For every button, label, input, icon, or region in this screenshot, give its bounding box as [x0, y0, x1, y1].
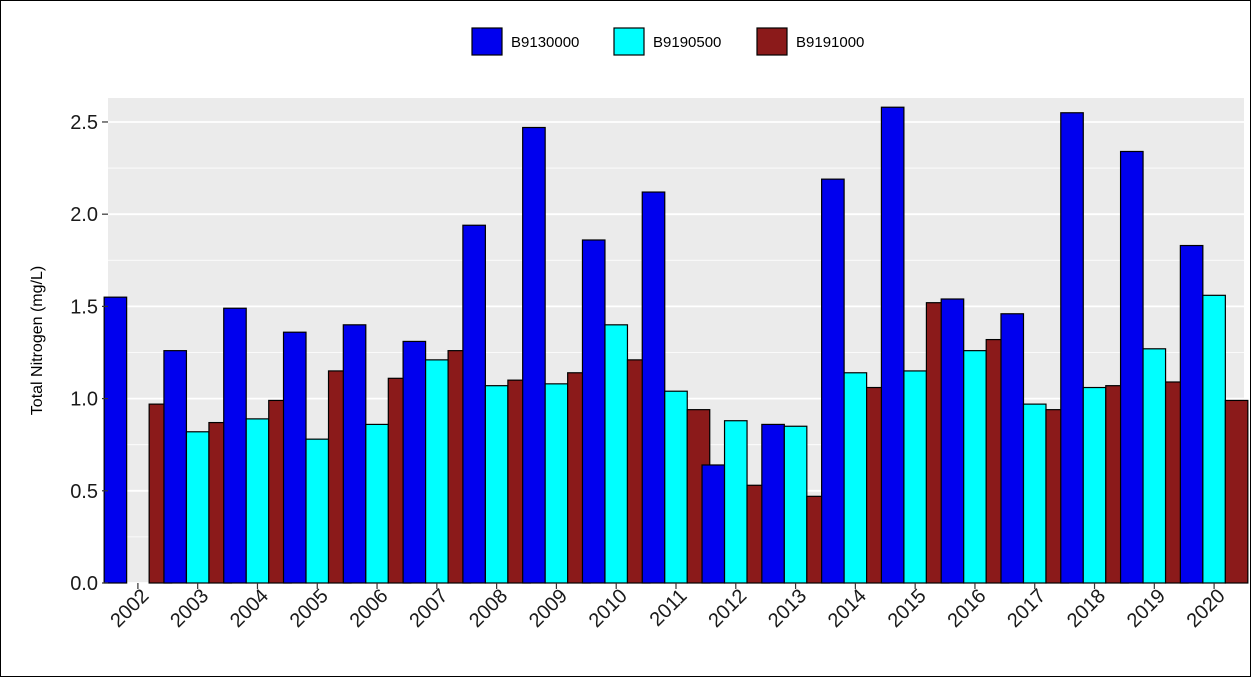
bar-B9130000-2017: [1000, 313, 1025, 584]
x-tick-label: 2015: [884, 585, 931, 632]
y-tick-label: 1.0: [70, 389, 98, 411]
legend-label-B9190500: B9190500: [653, 34, 721, 51]
bar-B9190500-2011: [664, 390, 688, 584]
bar-B9130000-2011: [641, 191, 666, 584]
y-tick-label: 2.5: [70, 112, 98, 134]
bar-B9190500-2010: [604, 324, 629, 584]
legend-label-B9191000: B9191000: [796, 34, 864, 51]
x-tick-label: 2011: [646, 585, 692, 631]
bar-B9130000-2006: [342, 324, 367, 584]
bar-B9190500-2016: [963, 350, 987, 584]
bar-B9190500-2020: [1202, 294, 1226, 584]
bar-B9190500-2015: [903, 370, 928, 584]
bar-B9190500-2013: [783, 425, 808, 584]
bar-B9130000-2018: [1060, 112, 1084, 584]
y-tick-label: 1.5: [70, 296, 98, 318]
y-tick-label: 2.0: [70, 204, 98, 226]
bar-B9130000-2016: [940, 298, 965, 584]
bar-B9190500-2007: [424, 359, 449, 584]
bar-B9130000-2020: [1179, 244, 1204, 584]
bar-B9130000-2013: [761, 423, 785, 584]
bar-B9130000-2009: [522, 126, 546, 584]
bar-B9130000-2012: [701, 464, 726, 584]
x-tick-label: 2005: [286, 585, 333, 632]
legend-label-B9130000: B9130000: [511, 34, 579, 51]
x-tick-label: 2007: [405, 585, 452, 632]
bar-B9191000-2020: [1224, 399, 1249, 584]
x-tick-label: 2020: [1183, 585, 1230, 632]
x-tick-label: 2010: [585, 585, 632, 632]
bar-B9130000-2014: [821, 178, 845, 584]
x-tick-label: 2006: [346, 585, 393, 632]
bar-B9190500-2014: [843, 372, 868, 584]
bar-B9190500-2005: [305, 438, 330, 584]
bars: [103, 106, 1249, 584]
bar-B9190500-2008: [484, 385, 509, 584]
legend-swatch-B9130000: [471, 27, 503, 56]
bar-B9130000-2004: [223, 307, 247, 584]
bar-B9190500-2009: [544, 383, 569, 584]
x-tick-label: 2013: [764, 585, 811, 632]
x-tick-label: 2002: [106, 585, 153, 632]
x-tick-label: 2017: [1003, 585, 1050, 632]
legend: B9130000 B9190500 B9191000: [471, 27, 864, 56]
bar-B9190500-2012: [723, 420, 748, 584]
legend-swatch-B9190500: [613, 27, 645, 56]
bar-B9190500-2004: [245, 418, 270, 584]
bar-B9130000-2015: [880, 106, 905, 584]
bar-B9190500-2003: [185, 431, 210, 584]
y-tick-label: 0.0: [70, 573, 98, 595]
y-tick-label: 0.5: [70, 481, 98, 503]
bar-B9130000-2003: [163, 350, 188, 584]
legend-swatch-B9191000: [756, 27, 788, 56]
bar-B9190500-2006: [365, 423, 389, 584]
bar-B9130000-2019: [1119, 150, 1144, 584]
x-tick-label: 2016: [943, 585, 990, 632]
bar-B9190500-2018: [1082, 386, 1107, 584]
x-tick-label: 2014: [824, 585, 871, 632]
bar-B9130000-2010: [581, 239, 606, 584]
bar-B9130000-2008: [462, 224, 486, 584]
x-tick-label: 2004: [226, 585, 273, 632]
y-axis-label: Total Nitrogen (mg/L): [29, 266, 46, 415]
x-tick-label: 2003: [166, 585, 213, 632]
bar-B9130000-2007: [402, 340, 427, 584]
x-tick-label: 2012: [704, 585, 751, 632]
x-tick-label: 2008: [465, 585, 512, 632]
x-tick-label: 2019: [1123, 585, 1170, 632]
bar-B9130000-2005: [282, 331, 307, 584]
x-tick-label: 2009: [525, 585, 572, 632]
bar-B9130000-2002: [103, 296, 128, 584]
x-tick-label: 2018: [1063, 585, 1110, 632]
bar-B9190500-2017: [1022, 403, 1047, 584]
bar-B9190500-2019: [1142, 348, 1167, 584]
